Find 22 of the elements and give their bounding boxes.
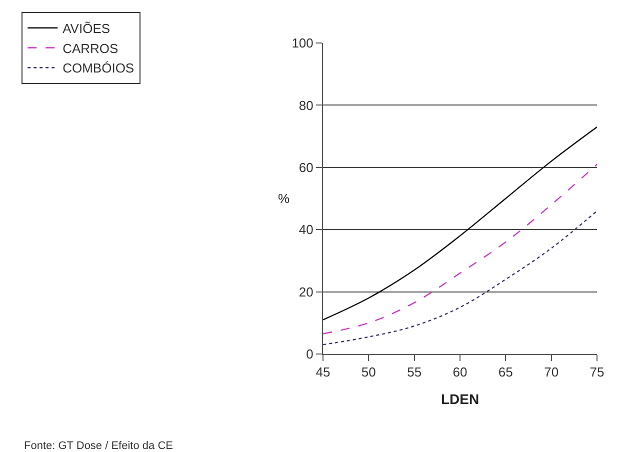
x-tick-label: 65 <box>498 364 513 380</box>
source-note: Fonte: GT Dose / Efeito da CE <box>24 440 173 452</box>
line-series <box>323 210 597 346</box>
legend-label: AVIÕES <box>62 20 110 36</box>
y-tick-label: 60 <box>298 160 314 175</box>
line-series <box>323 126 597 320</box>
x-tick-label: 70 <box>544 364 559 380</box>
line-series <box>323 164 597 334</box>
y-tick-label: 100 <box>292 36 314 51</box>
x-axis-title: LDEN <box>440 390 480 407</box>
y-tick-label: 20 <box>298 284 314 300</box>
x-tick-label: 50 <box>361 364 376 380</box>
y-tick-label: 40 <box>298 222 314 238</box>
x-tick-label: 55 <box>407 364 422 380</box>
y-tick-label: 0 <box>306 346 314 362</box>
legend-label: COMBÓIOS <box>62 60 134 76</box>
y-tick-label: 80 <box>298 98 314 113</box>
y-axis-title: % <box>278 191 290 206</box>
x-tick-label: 60 <box>452 364 468 380</box>
x-tick-label: 75 <box>590 364 604 380</box>
legend-label: CARROS <box>62 40 119 56</box>
x-tick-label: 45 <box>316 364 330 380</box>
